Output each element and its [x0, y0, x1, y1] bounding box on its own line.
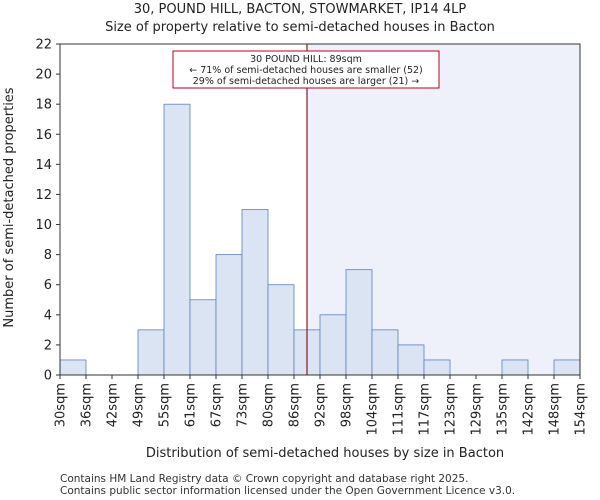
- footer-line-2: Contains public sector information licen…: [60, 485, 516, 497]
- bar-30sqm: [59, 359, 87, 376]
- footer-line-1: Contains HM Land Registry data © Crown c…: [60, 473, 469, 485]
- x-tick-label: 42sqm: [106, 383, 121, 427]
- bar-67sqm: [215, 254, 243, 376]
- x-tick-label: 92sqm: [314, 383, 329, 427]
- bar-61sqm: [189, 299, 217, 376]
- bar-148sqm: [553, 359, 581, 376]
- y-tick-label: 0: [44, 369, 52, 384]
- x-tick-label: 104sqm: [366, 383, 381, 436]
- y-tick-label: 2: [44, 338, 52, 353]
- chart-title: 30, POUND HILL, BACTON, STOWMARKET, IP14…: [133, 2, 467, 17]
- annotation-line-1: 30 POUND HILL: 89sqm: [250, 54, 362, 65]
- bar-135sqm: [501, 359, 529, 376]
- annotation-box: [172, 50, 440, 89]
- x-tick-label: 142sqm: [522, 383, 537, 436]
- x-tick-label: 98sqm: [340, 383, 355, 427]
- y-tick-label: 20: [35, 68, 52, 83]
- x-tick-label: 123sqm: [444, 383, 459, 436]
- y-tick-label: 22: [35, 38, 52, 53]
- annotation-line-3: 29% of semi-detached houses are larger (…: [193, 76, 420, 87]
- x-tick-label: 55sqm: [158, 383, 173, 427]
- x-axis-label: Distribution of semi-detached houses by …: [146, 446, 504, 461]
- x-tick-label: 67sqm: [210, 383, 225, 427]
- y-tick-label: 10: [35, 218, 52, 233]
- x-tick-label: 49sqm: [132, 383, 147, 427]
- y-tick-label: 12: [35, 188, 52, 203]
- x-tick-label: 30sqm: [54, 383, 69, 427]
- annotation-line-2: ← 71% of semi-detached houses are smalle…: [189, 65, 423, 76]
- y-tick-label: 14: [35, 158, 52, 173]
- x-tick-label: 135sqm: [496, 383, 511, 436]
- y-tick-label: 6: [44, 278, 52, 293]
- bar-111sqm: [397, 344, 425, 376]
- x-tick-label: 148sqm: [548, 383, 563, 436]
- y-tick-label: 8: [44, 248, 52, 263]
- x-tick-label: 73sqm: [236, 383, 251, 427]
- x-tick-label: 129sqm: [470, 383, 485, 436]
- chart-subtitle: Size of property relative to semi-detach…: [105, 20, 495, 35]
- y-tick-label: 16: [35, 128, 52, 143]
- bar-92sqm: [319, 314, 347, 376]
- bar-98sqm: [345, 269, 373, 376]
- x-tick-label: 80sqm: [262, 383, 277, 427]
- x-tick-label: 154sqm: [574, 383, 589, 436]
- x-tick-label: 36sqm: [80, 383, 95, 427]
- bar-80sqm: [267, 284, 295, 376]
- y-axis-label: Number of semi-detached properties: [2, 87, 17, 327]
- bar-49sqm: [137, 329, 165, 376]
- x-tick-label: 111sqm: [392, 383, 407, 436]
- y-tick-label: 18: [35, 98, 52, 113]
- x-tick-label: 117sqm: [418, 383, 433, 436]
- x-tick-label: 61sqm: [184, 383, 199, 427]
- bar-104sqm: [371, 329, 399, 376]
- y-tick-label: 4: [44, 308, 52, 323]
- bar-117sqm: [423, 359, 451, 376]
- x-tick-label: 86sqm: [288, 383, 303, 427]
- bar-55sqm: [163, 103, 191, 376]
- bar-73sqm: [241, 209, 269, 376]
